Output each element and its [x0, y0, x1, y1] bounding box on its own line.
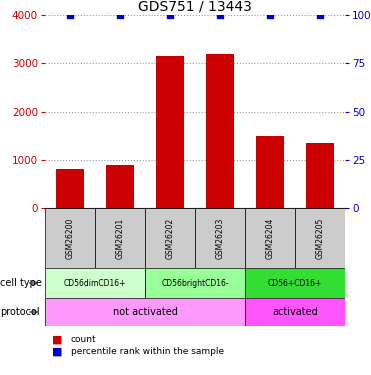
Text: GSM26202: GSM26202: [165, 217, 174, 259]
Point: [317, 12, 323, 18]
Bar: [45, 268, 145, 298]
Bar: [156, 56, 184, 208]
Bar: [295, 208, 345, 268]
Bar: [145, 268, 245, 298]
Bar: [45, 208, 95, 268]
Bar: [245, 208, 295, 268]
Text: GSM26200: GSM26200: [66, 217, 75, 259]
Text: GSM26204: GSM26204: [266, 217, 275, 259]
Text: activated: activated: [272, 307, 318, 317]
Title: GDS751 / 13443: GDS751 / 13443: [138, 0, 252, 14]
Bar: [95, 208, 145, 268]
Bar: [195, 208, 245, 268]
Text: CD56dimCD16+: CD56dimCD16+: [64, 279, 126, 288]
Text: ■: ■: [52, 347, 63, 357]
Bar: [245, 298, 345, 326]
Text: count: count: [71, 336, 96, 345]
Text: CD56brightCD16-: CD56brightCD16-: [161, 279, 229, 288]
Text: CD56+CD16+: CD56+CD16+: [268, 279, 322, 288]
Text: GSM26201: GSM26201: [115, 217, 125, 259]
Bar: [306, 143, 334, 208]
Point: [267, 12, 273, 18]
Point: [67, 12, 73, 18]
Point: [167, 12, 173, 18]
Point: [217, 12, 223, 18]
Bar: [145, 208, 195, 268]
Bar: [56, 170, 84, 208]
Bar: [45, 298, 245, 326]
Point: [117, 12, 123, 18]
Text: not activated: not activated: [112, 307, 177, 317]
Bar: [206, 54, 234, 208]
Bar: [106, 165, 134, 208]
Text: protocol: protocol: [0, 307, 40, 317]
Text: ■: ■: [52, 335, 63, 345]
Text: GSM26205: GSM26205: [315, 217, 325, 259]
Bar: [245, 268, 345, 298]
Text: GSM26203: GSM26203: [216, 217, 224, 259]
Text: cell type: cell type: [0, 278, 42, 288]
Bar: [256, 136, 284, 208]
Text: percentile rank within the sample: percentile rank within the sample: [71, 348, 224, 357]
